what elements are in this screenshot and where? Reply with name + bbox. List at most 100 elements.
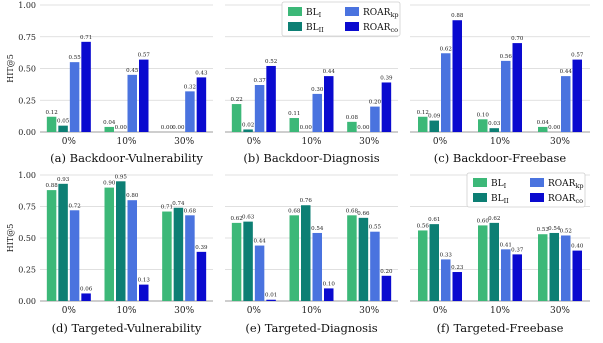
bar-ROAR_kp-10% — [127, 200, 137, 301]
y-tick-label: 0.75 — [18, 33, 36, 42]
bar-ROAR_co-30% — [572, 59, 582, 132]
data-label: 0.43 — [195, 70, 208, 76]
y-tick-label: 0.50 — [18, 234, 36, 243]
bar-ROAR_kp-0% — [69, 210, 80, 301]
bar-ROAR_co-30% — [572, 250, 582, 301]
legend-label-BL_II: BLII — [306, 23, 324, 34]
data-label: 0.37 — [511, 247, 524, 253]
data-label: 0.93 — [57, 177, 70, 183]
data-label: 0.44 — [560, 69, 573, 75]
y-tick-label: 0.50 — [18, 65, 36, 74]
bar-BL_II-0% — [243, 129, 253, 132]
bar-BL_I-30% — [347, 215, 357, 301]
data-label: 0.90 — [103, 181, 116, 187]
panel-5: 0.62 0.63 0.44 0.01 0% 0.68 0.76 0.54 0.10 10% 0.6… — [225, 174, 398, 335]
bar-ROAR_co-0% — [266, 65, 276, 132]
bar-BL_II-0% — [243, 221, 253, 301]
data-label: 0.22 — [230, 97, 242, 103]
data-label: 0.54 — [548, 226, 561, 232]
legend-swatch-ROAR_co — [530, 193, 544, 202]
data-label: 0.54 — [311, 226, 324, 232]
bar-BL_II-10% — [489, 128, 499, 132]
bar-BL_II-0% — [429, 120, 439, 132]
bar-ROAR_co-10% — [324, 76, 334, 132]
data-label: 0.08 — [346, 115, 359, 121]
bar-BL_II-30% — [549, 232, 559, 301]
data-label: 0.11 — [288, 111, 300, 117]
data-label: 0.01 — [265, 293, 277, 299]
data-label: 0.56 — [500, 54, 513, 60]
bar-BL_I-30% — [538, 234, 548, 301]
data-label: 0.45 — [126, 68, 139, 74]
bar-BL_I-10% — [289, 215, 299, 301]
data-label: 0.88 — [45, 183, 58, 189]
legend-box — [281, 1, 401, 37]
data-label: 0.52 — [265, 59, 277, 65]
bar-ROAR_co-10% — [139, 284, 149, 301]
data-label: 0.12 — [45, 110, 57, 116]
data-label: 0.76 — [300, 198, 313, 204]
x-tick-label: 0% — [433, 137, 448, 147]
bar-ROAR_kp-30% — [370, 231, 380, 301]
bar-BL_I-10% — [289, 118, 299, 132]
bar-BL_II-30% — [173, 207, 184, 301]
data-label: 0.44 — [253, 239, 266, 245]
data-label: 0.00 — [161, 125, 174, 131]
bar-ROAR_kp-0% — [441, 53, 451, 133]
legend-swatch-BL_II — [473, 193, 487, 202]
data-label: 0.72 — [68, 203, 80, 209]
data-label: 0.33 — [440, 252, 453, 258]
data-label: 0.13 — [138, 278, 151, 284]
bar-ROAR_kp-30% — [185, 215, 195, 301]
panel-caption: (e) Targeted-Diagnosis — [245, 321, 377, 335]
bar-ROAR_kp-10% — [501, 60, 511, 132]
legend-label-BL_I: BLI — [491, 179, 507, 190]
bar-ROAR_co-30% — [196, 77, 207, 132]
x-tick-label: 30% — [550, 137, 570, 147]
x-tick-label: 10% — [490, 306, 510, 316]
panel-3: 0.120.09 0.62 0.88 0% 0.10 0.03 0.56 0.70 10% 0.0… — [410, 4, 590, 165]
x-tick-label: 10% — [116, 306, 136, 316]
x-tick-label: 0% — [62, 137, 77, 147]
data-label: 0.95 — [115, 174, 128, 180]
legend-label-ROAR_co: ROARco — [363, 23, 398, 34]
bar-ROAR_co-0% — [81, 293, 91, 301]
panel-caption: (d) Targeted-Vulnerability — [52, 321, 202, 335]
data-label: 0.00 — [115, 125, 128, 131]
y-tick-label: 0.25 — [18, 96, 36, 105]
x-tick-label: 30% — [359, 137, 379, 147]
legend-top: BLI BLII ROARkp ROARco — [281, 1, 401, 37]
x-tick-label: 30% — [174, 306, 194, 316]
bar-ROAR_kp-10% — [312, 232, 322, 301]
panel-caption: (a) Backdoor-Vulnerability — [50, 151, 203, 165]
bar-BL_II-0% — [429, 224, 439, 301]
bar-ROAR_kp-0% — [254, 245, 265, 301]
bar-BL_I-10% — [104, 187, 114, 301]
data-label: 0.80 — [126, 193, 139, 199]
data-label: 0.09 — [428, 114, 441, 120]
x-tick-label: 0% — [62, 306, 77, 316]
data-label: 0.61 — [428, 217, 440, 223]
bar-BL_I-10% — [478, 225, 488, 301]
data-label: 0.41 — [500, 242, 512, 248]
legend-label-BL_I: BLI — [306, 8, 322, 19]
bar-BL_II-0% — [58, 125, 68, 132]
data-label: 0.39 — [195, 245, 208, 251]
data-label: 0.66 — [357, 211, 370, 217]
panel-caption: (b) Backdoor-Diagnosis — [243, 151, 379, 165]
data-label: 0.52 — [560, 228, 572, 234]
data-label: 0.63 — [242, 215, 255, 221]
data-label: 0.40 — [571, 244, 584, 250]
bar-BL_I-0% — [46, 190, 57, 301]
data-label: 0.10 — [477, 112, 490, 118]
x-tick-label: 10% — [490, 137, 510, 147]
data-label: 0.62 — [230, 216, 242, 222]
y-axis-label: HIT@5 — [6, 54, 15, 83]
data-label: 0.56 — [417, 223, 430, 229]
bar-ROAR_co-30% — [381, 275, 392, 301]
y-axis-label: HIT@5 — [6, 224, 15, 253]
bar-ROAR_kp-0% — [441, 259, 451, 301]
bar-BL_II-30% — [358, 217, 369, 301]
data-label: 0.10 — [323, 281, 336, 287]
